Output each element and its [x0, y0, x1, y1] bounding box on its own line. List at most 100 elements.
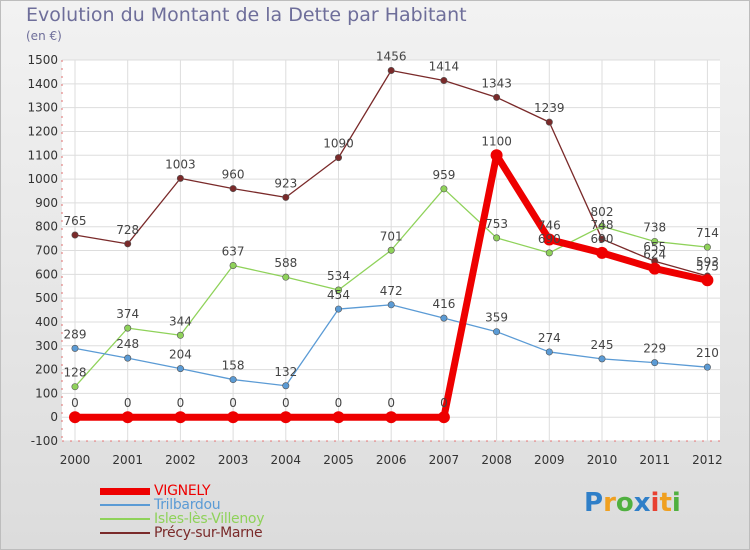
- data-label-trilbardou: 248: [116, 337, 139, 351]
- data-label-vignely: 575: [696, 259, 719, 273]
- legend-label-precy-sur-marne: Précy-sur-Marne: [154, 525, 263, 541]
- data-point-trilbardou: [387, 301, 395, 309]
- legend-swatch-vignely: [100, 487, 150, 495]
- data-point-trilbardou: [598, 355, 606, 363]
- data-point-precy-sur-marne: [598, 235, 606, 243]
- data-point-vignely: [332, 411, 345, 424]
- data-label-precy-sur-marne: 1343: [481, 76, 512, 90]
- data-label-isles-les-villenoy: 738: [643, 220, 666, 234]
- logo-letter: t: [659, 488, 672, 518]
- data-point-precy-sur-marne: [176, 174, 184, 182]
- data-point-vignely: [279, 411, 292, 424]
- data-label-precy-sur-marne: 1239: [534, 101, 565, 115]
- data-label-vignely: 1100: [481, 134, 512, 148]
- data-label-vignely: 0: [282, 396, 290, 410]
- x-tick-label: 2003: [218, 453, 249, 467]
- y-tick-label: -100: [31, 434, 58, 448]
- data-label-precy-sur-marne: 1456: [376, 49, 407, 63]
- y-tick-label: 1400: [27, 77, 58, 91]
- y-tick-label: 1500: [27, 53, 58, 67]
- data-point-precy-sur-marne: [440, 76, 448, 84]
- data-point-isles-les-villenoy: [545, 249, 553, 257]
- data-label-trilbardou: 245: [591, 338, 614, 352]
- data-point-isles-les-villenoy: [334, 286, 342, 294]
- data-point-trilbardou: [545, 348, 553, 356]
- data-label-vignely: 0: [335, 396, 343, 410]
- data-point-isles-les-villenoy: [229, 262, 237, 270]
- logo-letter: i: [671, 488, 681, 518]
- data-label-precy-sur-marne: 1414: [429, 59, 460, 73]
- data-point-trilbardou: [651, 359, 659, 367]
- data-label-isles-les-villenoy: 690: [538, 232, 561, 246]
- data-label-vignely: 746: [538, 219, 561, 233]
- data-label-precy-sur-marne: 593: [696, 255, 719, 269]
- x-tick-label: 2001: [112, 453, 143, 467]
- proxiti-logo: Proxiti: [584, 488, 681, 518]
- data-label-precy-sur-marne: 923: [274, 176, 297, 190]
- x-tick-label: 2000: [60, 453, 91, 467]
- data-label-vignely: 0: [177, 396, 185, 410]
- data-point-isles-les-villenoy: [703, 243, 711, 251]
- data-point-vignely: [227, 411, 240, 424]
- data-label-trilbardou: 472: [380, 284, 403, 298]
- data-point-trilbardou: [440, 314, 448, 322]
- data-point-vignely: [596, 246, 608, 259]
- data-label-precy-sur-marne: 728: [116, 223, 139, 237]
- data-point-isles-les-villenoy: [440, 185, 448, 193]
- data-point-precy-sur-marne: [124, 240, 132, 248]
- data-label-isles-les-villenoy: 802: [591, 205, 614, 219]
- x-tick-label: 2010: [587, 453, 618, 467]
- data-label-vignely: 0: [229, 396, 237, 410]
- y-tick-label: 1100: [27, 148, 58, 162]
- data-label-trilbardou: 454: [327, 288, 350, 302]
- data-label-isles-les-villenoy: 701: [380, 229, 403, 243]
- data-point-vignely: [69, 411, 81, 424]
- data-label-vignely: 690: [591, 232, 614, 246]
- data-label-vignely: 0: [387, 396, 395, 410]
- legend-swatch-trilbardou: [100, 504, 150, 506]
- data-point-isles-les-villenoy: [282, 273, 290, 281]
- x-tick-label: 2008: [481, 453, 512, 467]
- x-tick-label: 2002: [165, 453, 196, 467]
- data-label-precy-sur-marne: 960: [222, 168, 245, 182]
- data-label-isles-les-villenoy: 714: [696, 226, 719, 240]
- y-tick-label: 400: [35, 315, 58, 329]
- data-label-trilbardou: 289: [64, 327, 87, 341]
- data-point-trilbardou: [493, 328, 501, 336]
- data-label-vignely: 0: [124, 396, 132, 410]
- data-point-trilbardou: [176, 365, 184, 373]
- data-point-vignely: [543, 233, 556, 246]
- data-label-trilbardou: 132: [274, 365, 297, 379]
- data-label-trilbardou: 204: [169, 348, 192, 362]
- data-point-trilbardou: [229, 376, 237, 384]
- legend-swatch-precy-sur-marne: [100, 532, 150, 534]
- logo-letter: o: [615, 488, 634, 518]
- data-label-precy-sur-marne: 1003: [165, 157, 196, 171]
- data-point-precy-sur-marne: [229, 185, 237, 193]
- data-label-trilbardou: 274: [538, 331, 561, 345]
- data-label-precy-sur-marne: 765: [64, 214, 87, 228]
- legend-label-trilbardou: Trilbardou: [154, 497, 221, 513]
- legend-swatch-isles-les-villenoy: [100, 518, 150, 520]
- data-label-isles-les-villenoy: 128: [64, 366, 87, 380]
- data-label-vignely: 0: [440, 396, 448, 410]
- data-label-precy-sur-marne: 1090: [323, 137, 354, 151]
- y-tick-label: 1000: [27, 172, 58, 186]
- y-tick-label: 100: [35, 386, 58, 400]
- logo-letter: x: [633, 488, 651, 518]
- data-point-isles-les-villenoy: [176, 331, 184, 339]
- data-point-isles-les-villenoy: [71, 383, 79, 391]
- y-tick-label: 700: [35, 244, 58, 258]
- data-point-precy-sur-marne: [387, 66, 395, 74]
- x-tick-label: 2005: [323, 453, 354, 467]
- data-label-trilbardou: 210: [696, 346, 719, 360]
- data-label-isles-les-villenoy: 588: [274, 256, 297, 270]
- data-point-precy-sur-marne: [545, 118, 553, 126]
- data-point-vignely: [648, 262, 661, 275]
- x-tick-label: 2011: [639, 453, 670, 467]
- data-label-trilbardou: 416: [432, 297, 455, 311]
- x-tick-label: 2009: [534, 453, 565, 467]
- data-point-precy-sur-marne: [71, 231, 79, 239]
- data-point-isles-les-villenoy: [493, 234, 501, 242]
